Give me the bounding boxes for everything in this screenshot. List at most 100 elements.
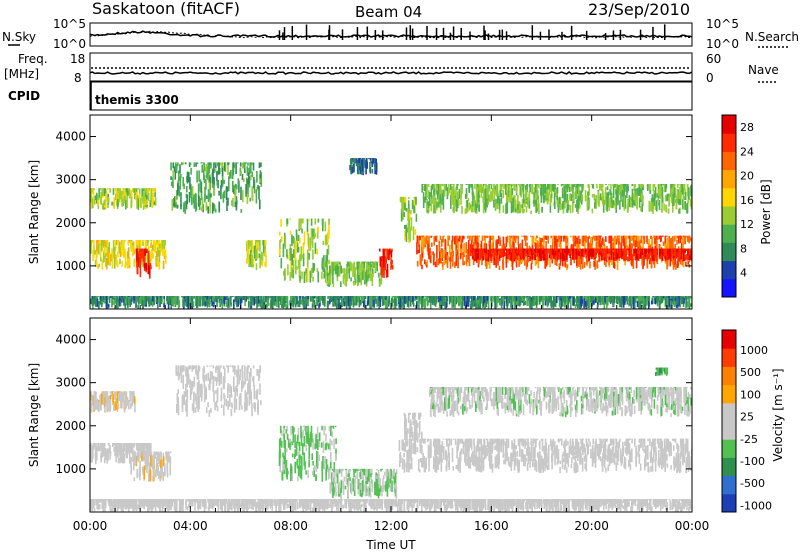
heatmap-cell — [259, 254, 261, 269]
heatmap-cell — [122, 188, 124, 190]
heatmap-cell — [193, 162, 196, 168]
heatmap-cell — [348, 261, 350, 266]
heatmap-cell — [600, 248, 602, 256]
heatmap-cell — [601, 188, 604, 203]
heatmap-cell — [232, 180, 234, 193]
heatmap-cell — [399, 196, 402, 202]
heatmap-cell — [595, 235, 597, 241]
heatmap-cell — [265, 255, 267, 268]
heatmap-cell — [400, 209, 403, 222]
heatmap-cell — [474, 296, 476, 302]
heatmap-cell — [189, 177, 191, 190]
freq-panel: Freq. [MHz] 18 8 60 0 Nave — [4, 52, 779, 85]
heatmap-cell — [483, 303, 486, 308]
heatmap-cell — [425, 262, 427, 266]
heatmap-cell — [128, 296, 130, 306]
heatmap-cell — [121, 190, 123, 203]
heatmap-cell — [474, 184, 476, 190]
heatmap-cell — [142, 259, 144, 268]
heatmap-cell — [493, 248, 495, 254]
heatmap-cell — [440, 238, 443, 247]
heatmap-cell — [526, 184, 528, 192]
heatmap-cell — [228, 296, 230, 299]
heatmap-cell — [137, 304, 139, 309]
heatmap-cell — [99, 244, 102, 258]
heatmap-cell — [483, 235, 486, 237]
heatmap-cell — [137, 240, 140, 247]
heatmap-cell — [616, 235, 618, 243]
heatmap-cell — [260, 162, 262, 168]
heatmap-cell — [478, 186, 480, 192]
heatmap-cell — [569, 296, 571, 299]
heatmap-cell — [474, 248, 476, 254]
heatmap-cell — [415, 213, 418, 222]
heatmap-cell — [404, 296, 407, 305]
heatmap-cell — [407, 200, 410, 214]
heatmap-cell — [614, 197, 617, 209]
heatmap-cell — [100, 256, 102, 262]
heatmap-cell — [515, 259, 518, 268]
heatmap-cell — [678, 235, 680, 244]
heatmap-cell — [156, 296, 159, 300]
heatmap-cell — [442, 189, 444, 200]
heatmap-cell — [417, 300, 420, 309]
heatmap-cell — [226, 186, 229, 192]
heatmap-cell — [685, 235, 687, 238]
heatmap-cell — [609, 296, 612, 303]
heatmap-cell — [97, 243, 100, 255]
heatmap-cell — [281, 304, 283, 308]
heatmap-cell — [594, 202, 596, 209]
heatmap-cell — [90, 244, 92, 254]
heatmap-cell — [641, 192, 644, 202]
heatmap-cell — [644, 249, 647, 258]
heatmap-cell — [214, 168, 217, 173]
heatmap-cell — [463, 296, 466, 306]
heatmap-cell — [182, 176, 184, 187]
heatmap-cell — [641, 248, 643, 255]
heatmap-cell — [426, 263, 428, 268]
heatmap-cell — [515, 248, 517, 254]
heatmap-cell — [509, 237, 511, 248]
heatmap-cell — [223, 296, 225, 298]
heatmap-cell — [203, 175, 206, 184]
heatmap-cell — [106, 304, 109, 309]
heatmap-cell — [523, 193, 525, 204]
heatmap-cell — [383, 256, 385, 268]
heatmap-cell — [97, 264, 99, 269]
heatmap-cell — [90, 240, 92, 246]
heatmap-cell — [256, 171, 258, 183]
heatmap-cell — [490, 184, 492, 186]
heatmap-cell — [602, 201, 605, 213]
heatmap-cell — [200, 206, 203, 211]
heatmap-cell — [483, 296, 486, 302]
heatmap-cell — [516, 187, 518, 194]
heatmap-cell — [634, 296, 636, 303]
heatmap-cell — [660, 235, 662, 243]
heatmap-cell — [142, 248, 145, 262]
heatmap-cell — [202, 296, 204, 307]
heatmap-cell — [653, 193, 656, 206]
heatmap-cell — [435, 184, 438, 195]
heatmap-cell — [375, 296, 377, 298]
heatmap-cell — [572, 184, 574, 185]
heatmap-cell — [610, 196, 613, 203]
heatmap-cell — [451, 192, 454, 205]
heatmap-cell — [555, 188, 558, 198]
heatmap-cell — [526, 296, 529, 298]
heatmap-cell — [462, 296, 464, 302]
heatmap-cell — [158, 296, 160, 304]
heatmap-cell — [213, 177, 215, 185]
heatmap-cell — [468, 202, 471, 211]
heatmap-cell — [495, 198, 497, 208]
heatmap-cell — [460, 239, 462, 245]
heatmap-cell — [648, 200, 651, 212]
heatmap-cell — [433, 296, 436, 305]
heatmap-cell — [250, 162, 253, 165]
heatmap-cell — [139, 248, 141, 257]
heatmap-cell — [297, 300, 299, 307]
heatmap-cell — [471, 200, 474, 207]
heatmap-cell — [670, 248, 673, 254]
heatmap-cell — [159, 244, 161, 249]
freq-frame — [89, 52, 693, 82]
heatmap-cell — [498, 248, 501, 254]
